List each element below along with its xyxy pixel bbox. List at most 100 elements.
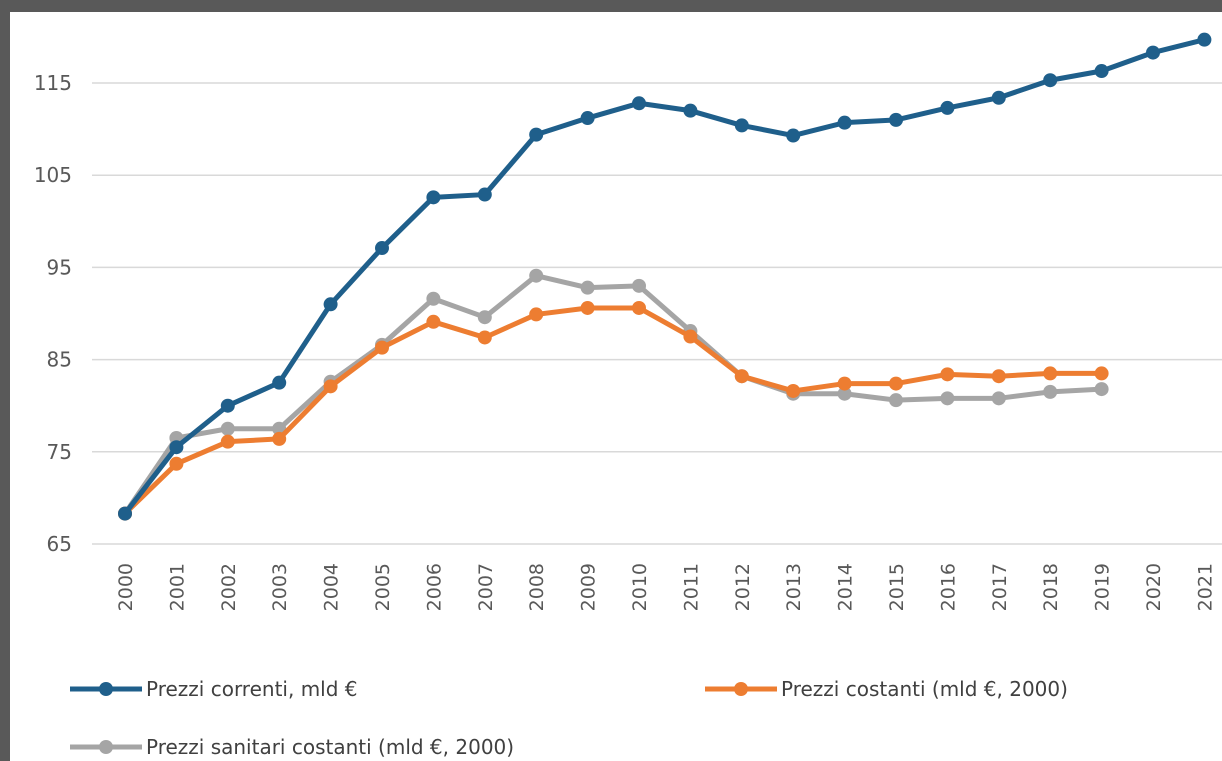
data-point [734, 369, 749, 384]
data-point [734, 118, 749, 133]
data-point [683, 329, 698, 344]
x-tick-label: 2011 [680, 563, 702, 611]
legend: Prezzi correnti, mld € Prezzi costanti (m… [70, 677, 1068, 759]
data-point [529, 127, 544, 142]
series-line [122, 305, 1105, 517]
series-line [122, 273, 1105, 517]
x-tick-label: 2006 [423, 563, 445, 611]
x-tick-label: 2019 [1092, 563, 1114, 611]
y-tick-label: 65 [47, 532, 72, 556]
chart-frame: 65 75 85 95 105 115 2000 2001 2002 2003 2004 2005 2… [10, 12, 1222, 761]
data-point [580, 280, 595, 295]
data-point [1094, 64, 1109, 79]
legend-entry-1: Prezzi costanti (mld €, 2000) [705, 677, 1068, 701]
data-point [375, 340, 389, 355]
x-tick-label: 2002 [218, 563, 240, 611]
data-point [1094, 366, 1109, 381]
data-point [786, 128, 801, 143]
data-point [889, 112, 903, 127]
x-tick-label: 2005 [372, 563, 394, 611]
data-point [220, 434, 235, 449]
data-point [272, 431, 287, 446]
x-tick-label: 2001 [166, 563, 188, 611]
y-tick-label: 95 [47, 255, 72, 279]
data-point [375, 241, 389, 256]
x-tick-label: 2016 [937, 563, 959, 611]
x-tick-label: 2003 [269, 563, 291, 611]
data-point [1043, 384, 1058, 399]
data-point [580, 111, 595, 126]
data-point [837, 386, 852, 401]
data-point [529, 268, 544, 283]
x-axis-tick-labels: 2000 2001 2002 2003 2004 2005 2006 2007 2008 2009… [115, 563, 1216, 611]
x-tick-label: 2012 [732, 563, 754, 611]
x-tick-label: 2000 [115, 563, 137, 611]
data-point [889, 376, 903, 391]
legend-label: Prezzi correnti, mld € [146, 677, 358, 701]
data-point [837, 115, 852, 130]
data-point [1146, 45, 1160, 60]
x-tick-label: 2017 [989, 563, 1011, 611]
data-point [632, 278, 646, 293]
data-point [477, 310, 492, 325]
data-point [477, 187, 492, 202]
x-tick-label: 2014 [835, 563, 857, 611]
data-point [118, 506, 132, 521]
data-point [426, 291, 441, 306]
x-tick-label: 2007 [475, 563, 497, 611]
series-line [122, 37, 1207, 517]
data-point [1043, 366, 1058, 381]
data-point [991, 369, 1006, 384]
legend-swatch-marker [99, 682, 113, 696]
data-point [426, 190, 441, 205]
data-point [683, 103, 698, 118]
data-point [272, 375, 287, 390]
x-tick-label: 2015 [886, 563, 908, 611]
x-tick-label: 2018 [1040, 563, 1062, 611]
legend-label: Prezzi sanitari costanti (mld €, 2000) [146, 735, 514, 759]
legend-label: Prezzi costanti (mld €, 2000) [781, 677, 1068, 701]
data-point [991, 391, 1006, 406]
legend-swatch-marker [99, 740, 113, 754]
x-tick-label: 2021 [1194, 563, 1216, 611]
data-point [1197, 32, 1212, 47]
series-0 [118, 32, 1212, 521]
legend-swatch-marker [734, 682, 748, 696]
data-point [426, 314, 441, 329]
data-point [940, 100, 955, 115]
y-tick-label: 75 [47, 440, 72, 464]
y-tick-label: 105 [34, 163, 72, 187]
data-point [632, 300, 646, 315]
x-tick-label: 2008 [526, 563, 548, 611]
data-point [940, 367, 955, 382]
x-tick-label: 2010 [629, 563, 651, 611]
series-1 [118, 300, 1109, 521]
data-point [889, 393, 903, 408]
data-point [169, 456, 184, 471]
data-point [323, 379, 338, 394]
y-axis-tick-labels: 65 75 85 95 105 115 [34, 71, 72, 556]
data-point [580, 300, 595, 315]
x-tick-label: 2020 [1143, 563, 1165, 611]
data-point [220, 398, 235, 413]
gridlines [92, 82, 1222, 545]
y-tick-label: 85 [47, 348, 72, 372]
data-point [477, 330, 492, 345]
series-lines [118, 32, 1212, 521]
data-point [940, 391, 955, 406]
legend-entry-0: Prezzi correnti, mld € [70, 677, 358, 701]
x-tick-label: 2004 [321, 563, 343, 611]
y-tick-label: 115 [34, 71, 72, 95]
data-point [837, 376, 852, 391]
data-point [1094, 382, 1109, 397]
x-tick-label: 2009 [578, 563, 600, 611]
legend-entry-2: Prezzi sanitari costanti (mld €, 2000) [70, 735, 514, 759]
data-point [786, 383, 801, 398]
data-point [169, 440, 184, 455]
data-point [529, 307, 544, 322]
data-point [632, 96, 646, 111]
data-point [323, 297, 338, 312]
data-point [991, 90, 1006, 105]
x-tick-label: 2013 [783, 563, 805, 611]
